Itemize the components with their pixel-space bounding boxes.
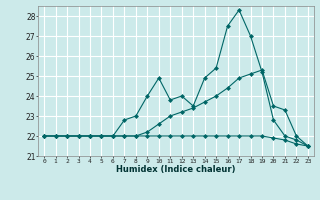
X-axis label: Humidex (Indice chaleur): Humidex (Indice chaleur): [116, 165, 236, 174]
